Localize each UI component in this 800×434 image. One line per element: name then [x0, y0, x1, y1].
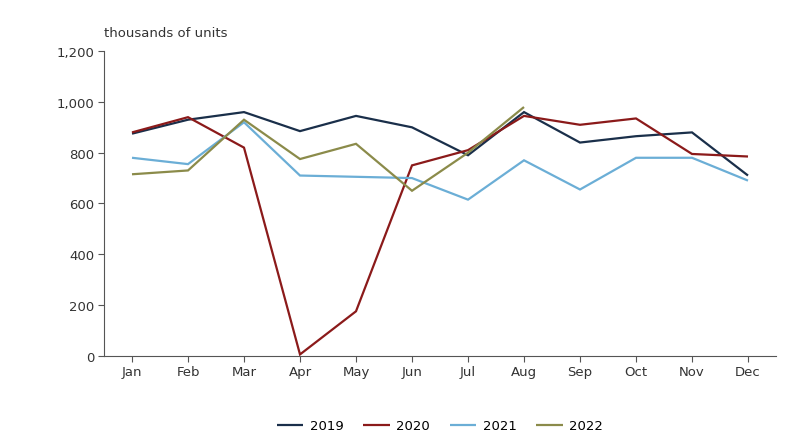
2019	[407, 125, 417, 131]
2019	[743, 174, 753, 179]
2022	[463, 151, 473, 156]
2020	[519, 114, 529, 119]
2022	[351, 142, 361, 147]
2021	[463, 197, 473, 203]
2020	[351, 309, 361, 314]
2021	[687, 156, 697, 161]
2020	[575, 123, 585, 128]
2019	[127, 132, 137, 137]
2021	[631, 156, 641, 161]
2020	[295, 352, 305, 357]
2021	[519, 158, 529, 164]
2022	[127, 172, 137, 178]
Text: thousands of units: thousands of units	[104, 27, 227, 40]
2019	[239, 110, 249, 115]
Line: 2021: 2021	[132, 123, 748, 200]
2022	[239, 118, 249, 123]
Legend: 2019, 2020, 2021, 2022: 2019, 2020, 2021, 2022	[271, 414, 609, 434]
2020	[631, 117, 641, 122]
2020	[183, 115, 193, 121]
2020	[463, 148, 473, 153]
2022	[407, 189, 417, 194]
2019	[295, 129, 305, 135]
2020	[687, 152, 697, 157]
2019	[575, 141, 585, 146]
Line: 2020: 2020	[132, 117, 748, 355]
2019	[687, 131, 697, 136]
Line: 2019: 2019	[132, 113, 748, 176]
2019	[463, 153, 473, 158]
2022	[519, 105, 529, 110]
2020	[407, 163, 417, 168]
Line: 2022: 2022	[132, 108, 524, 191]
2021	[575, 187, 585, 193]
2019	[183, 118, 193, 123]
2021	[239, 120, 249, 125]
2020	[127, 131, 137, 136]
2021	[127, 156, 137, 161]
2020	[743, 155, 753, 160]
2021	[743, 178, 753, 184]
2021	[183, 162, 193, 168]
2020	[239, 146, 249, 151]
2019	[631, 134, 641, 139]
2022	[183, 168, 193, 174]
2021	[351, 175, 361, 180]
2019	[519, 110, 529, 115]
2021	[295, 174, 305, 179]
2019	[351, 114, 361, 119]
2022	[295, 157, 305, 162]
2021	[407, 176, 417, 181]
